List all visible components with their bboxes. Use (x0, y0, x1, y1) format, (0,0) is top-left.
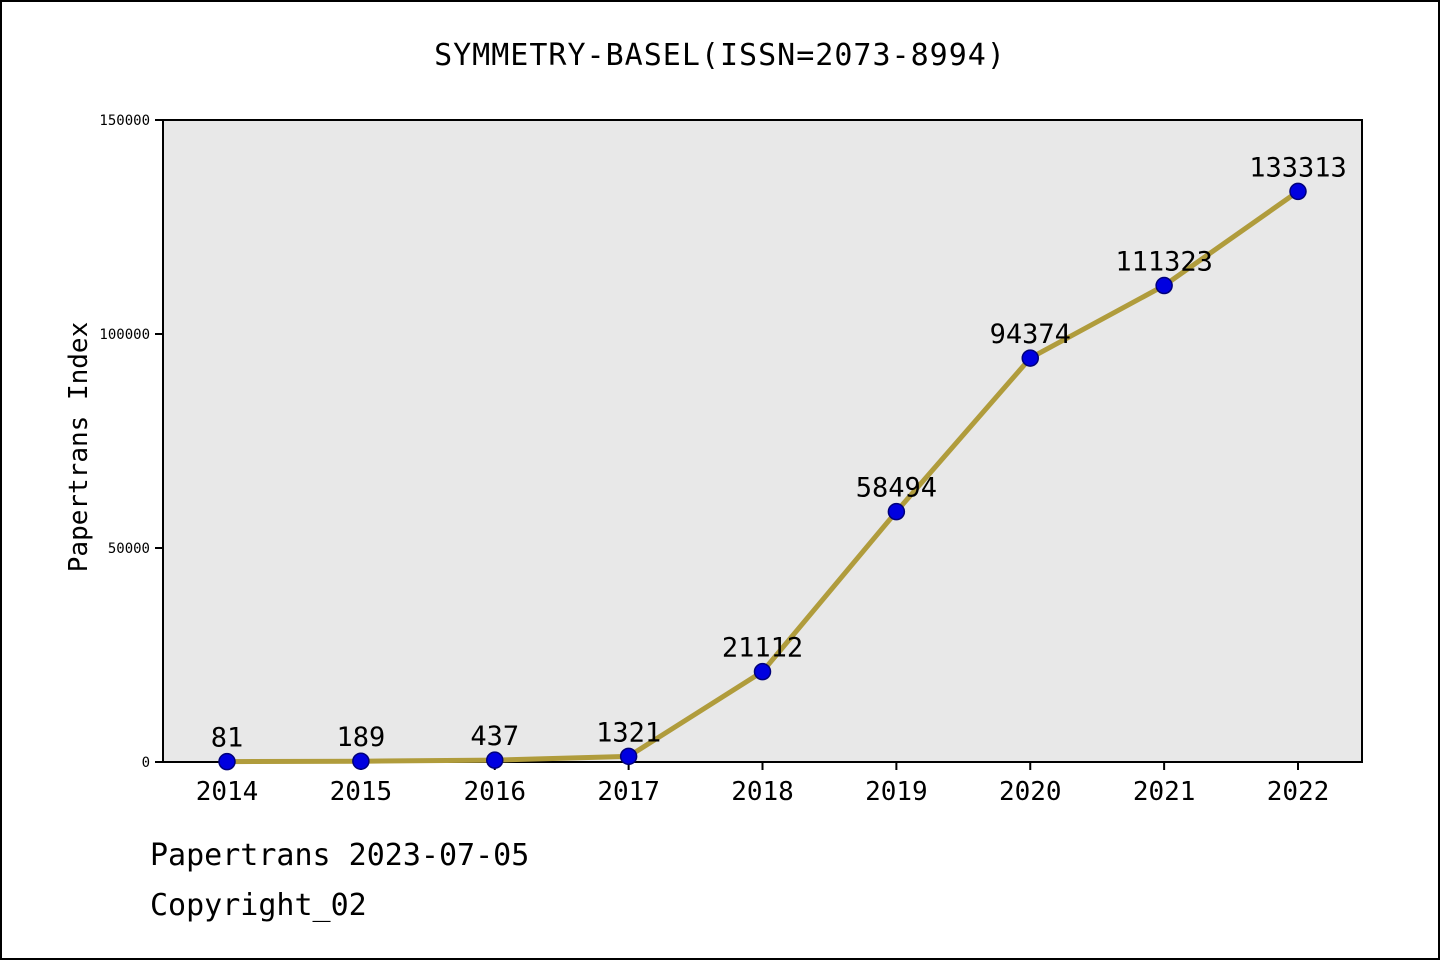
x-axis-tick-label: 2020 (999, 777, 1062, 807)
x-axis-tick-label: 2019 (865, 777, 928, 807)
data-point (619, 747, 638, 766)
data-point (1021, 349, 1039, 367)
data-point-label: 189 (336, 722, 385, 753)
data-point-label: 111323 (1115, 247, 1213, 278)
x-axis-tick-label: 2017 (597, 777, 660, 807)
data-point (887, 502, 906, 521)
chart-title: SYMMETRY-BASEL(ISSN=2073-8994) (434, 38, 1006, 73)
y-axis-tick-label: 50000 (108, 541, 150, 557)
x-axis-tick-label: 2021 (1133, 777, 1196, 807)
data-point-label: 94374 (990, 319, 1071, 350)
data-point-label: 21112 (722, 633, 803, 664)
plot-area (162, 119, 1363, 763)
y-axis-tick-label: 150000 (99, 113, 150, 129)
data-point-label: 437 (470, 721, 519, 752)
data-point (1289, 182, 1307, 201)
x-axis-tick-label: 2018 (731, 777, 794, 807)
data-point (218, 752, 236, 771)
footer-copyright: Copyright_02 (150, 888, 367, 923)
footer-date: Papertrans 2023-07-05 (150, 838, 530, 873)
data-point (1155, 276, 1173, 295)
y-axis-tick-label: 100000 (99, 327, 150, 343)
data-point-label: 1321 (596, 717, 661, 748)
x-axis-tick-label: 2022 (1267, 777, 1330, 807)
data-point (486, 751, 504, 769)
x-axis-tick-label: 2014 (196, 777, 259, 807)
x-axis-tick-label: 2016 (463, 777, 526, 807)
data-point-label: 81 (211, 723, 244, 754)
data-point-label: 58494 (856, 473, 937, 504)
data-point (753, 662, 772, 681)
x-axis-tick-label: 2015 (330, 777, 393, 807)
data-point (352, 752, 370, 770)
y-axis-tick-label: 0 (142, 755, 150, 771)
data-point-label: 133313 (1249, 152, 1347, 183)
